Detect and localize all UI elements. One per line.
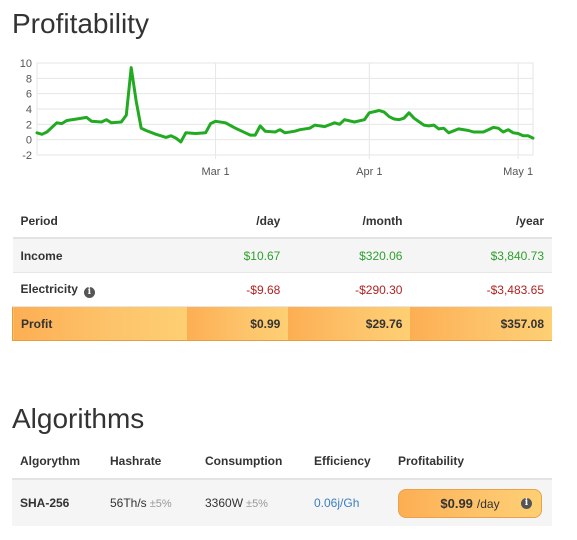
table-header-row: Algorythm Hashrate Consumption Efficienc… — [12, 444, 552, 480]
algorithms-table: Algorythm Hashrate Consumption Efficienc… — [12, 444, 552, 526]
consumption-tolerance: ±5% — [246, 498, 268, 510]
y-tick-label: 2 — [26, 119, 32, 131]
chart-grid — [36, 62, 534, 159]
income-day: $10.67 — [186, 238, 289, 273]
series-line — [35, 66, 535, 144]
table-row-income: Income $10.67 $320.06 $3,840.73 — [12, 238, 552, 273]
efficiency-value: 0.06j/Gh — [314, 496, 360, 510]
profit-day: $0.99 — [186, 306, 289, 341]
x-tick-label: Apr 1 — [356, 166, 382, 178]
electricity-month: -$290.30 — [288, 272, 411, 307]
profitability-chart: 10 8 6 4 2 0 -2 Mar 1 Apr 1 May 1 — [20, 58, 535, 178]
profitability-title: Profitability — [12, 8, 149, 39]
electricity-day: -$9.68 — [186, 272, 289, 307]
col-period: Period — [12, 204, 187, 239]
col-consumption: Consumption — [197, 444, 306, 480]
hashrate-cell: 56Th/s ±5% — [102, 479, 197, 526]
profitability-cell: $0.99/day i — [390, 479, 552, 526]
y-tick-label: 6 — [26, 89, 32, 101]
efficiency-cell: 0.06j/Gh — [306, 479, 390, 526]
table-row: SHA-256 56Th/s ±5% 3360W ±5% 0.06j/Gh $0.9… — [12, 479, 552, 526]
y-tick-label: -2 — [22, 150, 32, 162]
chart-axes: 10 8 6 4 2 0 -2 Mar 1 Apr 1 May 1 — [20, 58, 533, 178]
table-header-row: Period /day /month /year — [12, 204, 552, 239]
info-icon[interactable]: i — [521, 497, 532, 509]
consumption-value: 3360W — [205, 496, 244, 510]
x-tick-label: Mar 1 — [201, 166, 229, 178]
profit-label: Profit — [11, 306, 187, 341]
col-profitability: Profitability — [390, 444, 552, 480]
electricity-cell: Electricity i — [12, 272, 187, 307]
table-row-profit: Profit $0.99 $29.76 $357.08 — [11, 306, 552, 341]
electricity-year: -$3,483.65 — [410, 272, 552, 307]
algorithm-name: SHA-256 — [12, 479, 102, 526]
col-month: /month — [288, 204, 411, 239]
profit-month: $29.76 — [288, 306, 411, 341]
y-tick-label: 4 — [26, 104, 32, 116]
hashrate-value: 56Th/s — [110, 496, 147, 510]
profitability-unit: /day — [476, 496, 500, 511]
col-efficiency: Efficiency — [306, 444, 390, 480]
y-tick-label: 10 — [20, 58, 32, 70]
algorithms-title: Algorithms — [12, 403, 145, 434]
income-year: $3,840.73 — [410, 238, 552, 273]
y-tick-label: 0 — [26, 135, 32, 147]
col-algorythm: Algorythm — [12, 444, 102, 480]
income-label: Income — [12, 238, 187, 273]
electricity-label: Electricity — [20, 281, 78, 296]
table-row-electricity: Electricity i -$9.68 -$290.30 -$3,483.65 — [12, 272, 552, 307]
x-tick-label: May 1 — [503, 166, 533, 178]
profitability-value: $0.99 — [440, 495, 473, 511]
col-hashrate: Hashrate — [102, 444, 197, 480]
profitability-badge[interactable]: $0.99/day i — [398, 488, 542, 518]
profitability-table: Period /day /month /year Income $10.67 $… — [11, 204, 552, 341]
income-month: $320.06 — [288, 238, 411, 273]
hashrate-tolerance: ±5% — [149, 498, 172, 510]
profit-year: $357.08 — [410, 306, 552, 341]
y-tick-label: 8 — [26, 73, 32, 85]
consumption-cell: 3360W ±5% — [197, 479, 306, 526]
col-year: /year — [410, 204, 552, 239]
info-icon[interactable]: i — [83, 286, 95, 298]
col-day: /day — [186, 204, 289, 239]
